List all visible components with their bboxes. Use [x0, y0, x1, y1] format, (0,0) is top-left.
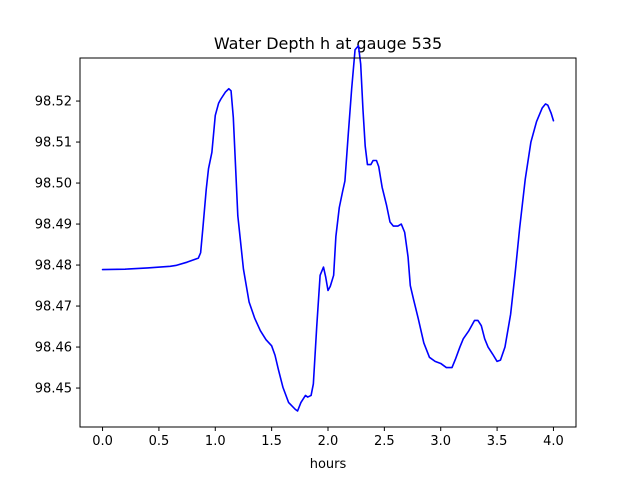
x-tick-label: 0.5: [149, 434, 170, 449]
x-tick-label: 1.0: [205, 434, 226, 449]
y-tick-label: 98.45: [35, 382, 72, 397]
x-axis: 0.0 0.5 1.0 1.5 2.0 2.5 3.0 3.5 4.0: [92, 427, 564, 449]
y-tick-label: 98.49: [35, 218, 72, 233]
y-tick-label: 98.50: [35, 177, 72, 192]
x-axis-label: hours: [310, 457, 347, 472]
x-tick-label: 0.0: [92, 434, 113, 449]
series-line: [101, 44, 555, 412]
plot-frame: [79, 57, 577, 428]
y-tick-label: 98.52: [35, 95, 72, 110]
y-tick-label: 98.46: [35, 341, 72, 356]
y-axis: 98.45 98.46 98.47 98.48 98.49 98.50 98.51 98.52: [35, 95, 80, 397]
y-tick-label: 98.48: [35, 259, 72, 274]
plot-area: [101, 44, 555, 412]
x-tick-label: 1.5: [261, 434, 282, 449]
x-tick-label: 4.0: [543, 434, 564, 449]
y-tick-label: 98.51: [35, 136, 72, 151]
x-tick-label: 3.5: [487, 434, 508, 449]
y-tick-label: 98.47: [35, 300, 72, 315]
x-tick-label: 2.0: [318, 434, 339, 449]
x-tick-label: 3.0: [430, 434, 451, 449]
x-tick-label: 2.5: [374, 434, 395, 449]
chart-title: Water Depth h at gauge 535: [214, 34, 442, 53]
